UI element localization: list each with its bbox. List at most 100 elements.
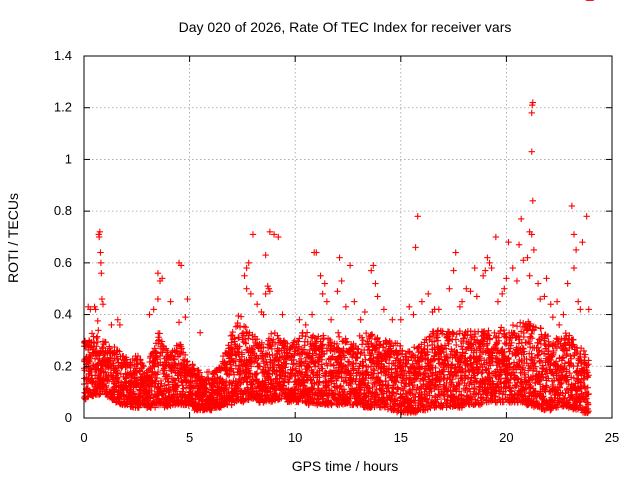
- data-point: [412, 244, 419, 251]
- data-point: [253, 301, 261, 308]
- data-point: [176, 350, 184, 357]
- data-point: [241, 272, 248, 279]
- data-point: [247, 290, 255, 298]
- data-point: [522, 339, 529, 346]
- data-point: [556, 321, 563, 329]
- data-point: [279, 311, 286, 318]
- data-point: [560, 311, 567, 318]
- data-point: [249, 231, 257, 238]
- data-point: [361, 308, 369, 316]
- data-point: [119, 353, 126, 360]
- data-point: [146, 373, 154, 381]
- y-tick-label: 1: [65, 151, 72, 166]
- data-point: [106, 345, 113, 352]
- data-point: [536, 358, 544, 365]
- data-point: [243, 285, 250, 292]
- data-point: [390, 389, 397, 396]
- data-point: [95, 327, 102, 334]
- data-point: [159, 342, 166, 350]
- data-point: [102, 368, 109, 376]
- data-point: [579, 238, 586, 246]
- data-point: [98, 295, 106, 303]
- data-point: [372, 280, 379, 287]
- data-point: [485, 327, 492, 334]
- data-point: [208, 390, 215, 397]
- data-point: [94, 333, 101, 340]
- data-point: [126, 387, 133, 395]
- data-point: [104, 358, 111, 366]
- data-point: [302, 333, 309, 340]
- data-point: [130, 390, 137, 397]
- data-point: [127, 361, 134, 369]
- data-point: [570, 231, 578, 238]
- data-point: [317, 272, 324, 279]
- data-point: [118, 364, 125, 371]
- data-point: [583, 213, 590, 220]
- y-tick-label: 0.2: [54, 358, 72, 373]
- data-point: [513, 277, 521, 285]
- data-point: [150, 306, 157, 313]
- data-point: [179, 356, 187, 363]
- data-point: [327, 316, 335, 323]
- data-point: [147, 395, 154, 402]
- data-point: [473, 293, 481, 300]
- y-axis-label: ROTI / TECUs: [5, 193, 21, 283]
- y-tick-label: 0: [65, 410, 72, 425]
- data-point: [319, 290, 326, 298]
- data-point: [175, 365, 183, 372]
- data-point: [336, 254, 343, 261]
- data-point: [161, 367, 168, 374]
- data-point: [178, 398, 186, 406]
- data-point: [179, 388, 186, 395]
- data-point: [156, 352, 164, 360]
- data-point: [114, 370, 121, 377]
- data-point: [323, 298, 331, 305]
- data-point: [537, 324, 544, 332]
- data-point: [174, 382, 181, 390]
- data-point: [111, 343, 118, 351]
- data-point: [170, 376, 178, 383]
- data-point: [209, 380, 217, 387]
- data-point: [153, 374, 161, 382]
- data-point: [530, 246, 538, 254]
- data-point: [414, 213, 421, 220]
- data-point: [198, 373, 205, 380]
- data-point: [389, 316, 396, 323]
- data-point: [146, 311, 153, 318]
- data-point: [114, 377, 122, 385]
- x-tick-label: 25: [605, 430, 619, 445]
- data-point: [410, 311, 417, 318]
- data-point: [242, 324, 249, 331]
- data-point: [542, 342, 549, 349]
- data-point: [435, 306, 443, 313]
- data-point: [94, 317, 101, 325]
- data-point: [517, 215, 525, 223]
- data-point: [467, 327, 474, 335]
- data-point: [154, 368, 162, 376]
- data-point: [564, 280, 571, 287]
- data-point: [113, 367, 121, 374]
- data-point: [434, 334, 441, 341]
- data-point: [86, 357, 93, 365]
- data-point: [148, 387, 155, 395]
- data-point: [102, 384, 110, 391]
- data-point: [575, 298, 582, 305]
- data-point: [127, 403, 134, 410]
- data-point: [182, 384, 190, 391]
- data-point: [446, 285, 453, 292]
- data-point: [139, 379, 147, 387]
- data-point: [196, 329, 204, 336]
- x-tick-label: 5: [186, 430, 193, 445]
- data-point: [452, 249, 459, 256]
- x-tick-label: 15: [394, 430, 408, 445]
- data-point: [140, 363, 147, 370]
- data-point: [492, 233, 500, 241]
- data-point: [570, 264, 578, 272]
- data-point: [528, 109, 535, 117]
- data-point: [380, 306, 388, 313]
- data-point: [158, 338, 166, 345]
- data-point: [338, 277, 345, 285]
- data-point: [425, 290, 432, 298]
- y-tick-label: 0.4: [54, 307, 72, 322]
- x-tick-label: 20: [499, 430, 513, 445]
